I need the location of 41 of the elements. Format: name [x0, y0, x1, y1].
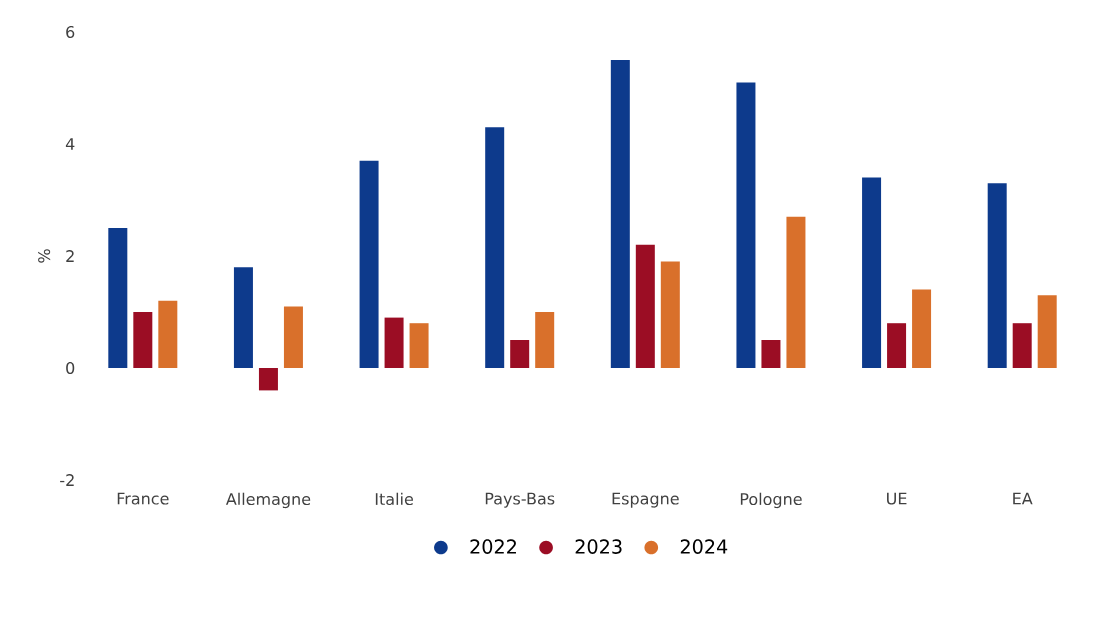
y-tick-label: 2 — [66, 250, 74, 262]
bar — [384, 317, 404, 368]
legend-label: 2023 — [575, 539, 622, 554]
bar — [912, 289, 932, 368]
bar — [535, 312, 555, 368]
bar — [736, 82, 756, 368]
bar — [359, 160, 379, 368]
bar — [485, 127, 505, 368]
bar — [610, 60, 630, 368]
bar — [635, 244, 655, 368]
bar — [786, 216, 806, 368]
x-tick-label: Espagne — [612, 492, 679, 508]
bar — [133, 312, 153, 368]
bar — [887, 323, 907, 368]
x-tick-label: Allemagne — [225, 492, 311, 509]
bar — [233, 267, 253, 368]
bar — [660, 261, 680, 368]
y-tick-label: 0 — [66, 361, 75, 375]
y-axis-title: % — [38, 249, 51, 263]
x-tick-label: Pologne — [740, 492, 802, 509]
x-tick-label: Italie — [375, 492, 413, 506]
bar — [1012, 323, 1032, 368]
bar — [158, 300, 178, 368]
legend-label: 2022 — [470, 539, 516, 554]
x-tick-label: UE — [887, 492, 907, 505]
x-tick-label: Pays-Bas — [485, 492, 555, 508]
y-tick-label: -2 — [60, 474, 74, 486]
bar — [283, 306, 303, 368]
bar — [987, 183, 1007, 368]
y-tick-label: 4 — [65, 138, 75, 150]
x-tick-label: France — [117, 492, 169, 505]
bar — [761, 340, 781, 368]
bar — [510, 340, 530, 368]
bar — [258, 368, 278, 391]
y-tick-label: 6 — [66, 25, 75, 39]
x-tick-label: EA — [1013, 492, 1033, 505]
bar — [862, 177, 882, 368]
bar — [409, 323, 429, 368]
bar — [1037, 295, 1057, 368]
legend-label: 2024 — [680, 539, 728, 554]
bar — [108, 228, 128, 368]
